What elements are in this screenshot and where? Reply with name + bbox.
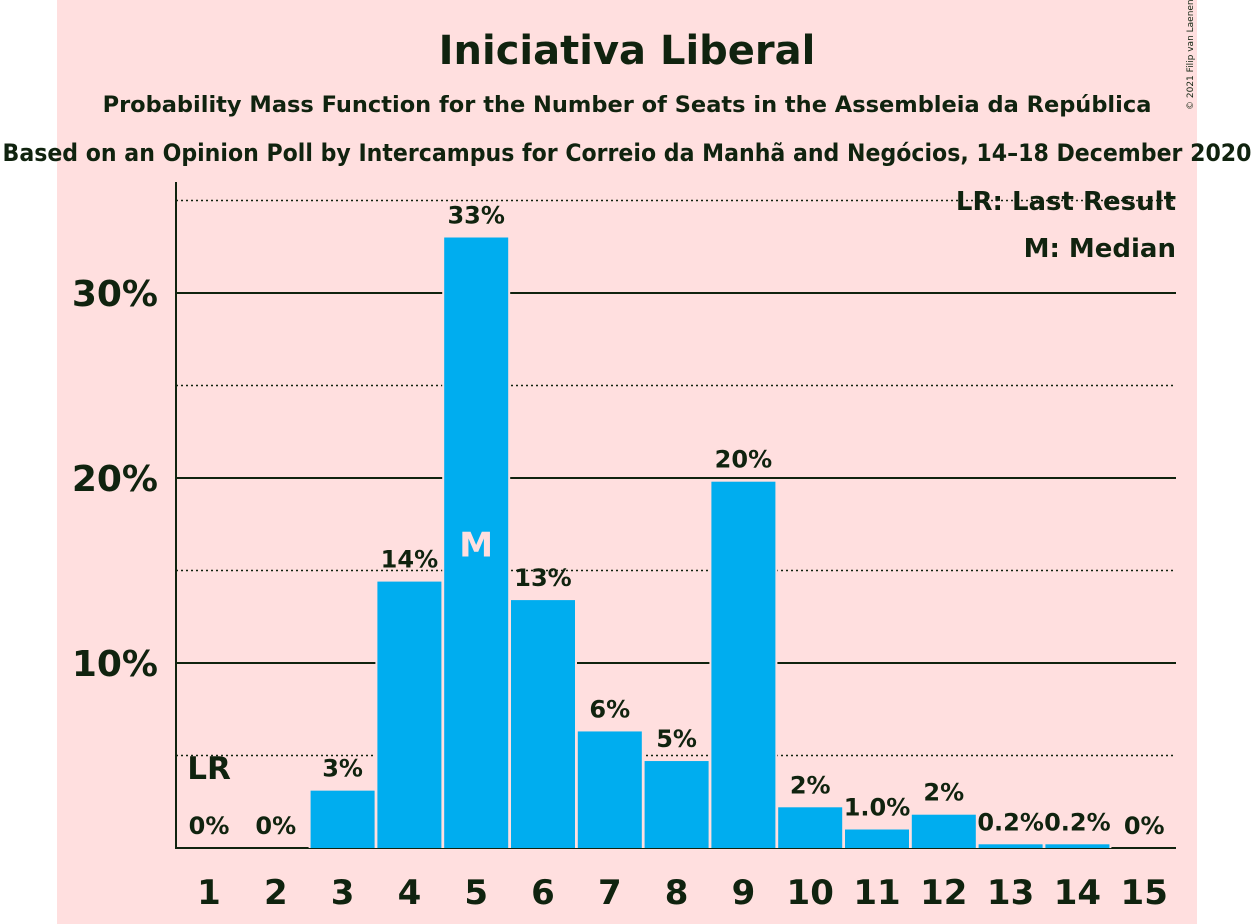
- x-tick-label: 8: [665, 873, 689, 913]
- legend-last-result: LR: Last Result: [956, 187, 1176, 217]
- median-marker: M: [459, 526, 493, 566]
- chart-title: Iniciativa Liberal: [439, 28, 816, 74]
- legend-median: M: Median: [1024, 234, 1176, 264]
- bar-8: [644, 761, 709, 848]
- x-tick-label: 1: [197, 873, 221, 913]
- y-tick-label: 20%: [72, 459, 158, 500]
- x-tick-label: 4: [398, 873, 422, 913]
- last-result-marker: LR: [187, 751, 231, 787]
- bar-10: [778, 807, 843, 848]
- bar-7: [577, 731, 642, 848]
- bar-13: [978, 844, 1043, 848]
- value-label: 33%: [447, 202, 504, 230]
- chart-labels: 10%20%30%10%LR20%33%414%533%M613%76%85%9…: [3, 0, 1252, 913]
- bar-3: [310, 790, 375, 848]
- x-tick-label: 7: [598, 873, 622, 913]
- bars: [308, 235, 1112, 848]
- x-tick-label: 14: [1054, 873, 1101, 913]
- x-tick-label: 10: [787, 873, 834, 913]
- x-tick-label: 5: [464, 873, 488, 913]
- value-label: 0%: [1124, 812, 1165, 840]
- value-label: 5%: [656, 725, 697, 753]
- value-label: 14%: [381, 546, 438, 574]
- x-tick-label: 2: [264, 873, 288, 913]
- bar-14: [1045, 844, 1110, 848]
- x-tick-label: 9: [732, 873, 756, 913]
- value-label: 6%: [589, 695, 630, 723]
- bar-6: [511, 600, 575, 848]
- bar-12: [911, 814, 976, 848]
- value-label: 3%: [322, 755, 363, 783]
- x-tick-label: 13: [987, 873, 1034, 913]
- chart-subtitle: Probability Mass Function for the Number…: [103, 92, 1152, 118]
- y-tick-label: 30%: [72, 274, 158, 315]
- value-label: 2%: [923, 779, 964, 807]
- bar-4: [377, 581, 442, 848]
- value-label: 1.0%: [844, 794, 911, 822]
- y-tick-label: 10%: [72, 644, 158, 685]
- x-tick-label: 15: [1121, 873, 1168, 913]
- value-label: 0.2%: [977, 808, 1044, 836]
- value-label: 20%: [715, 446, 772, 474]
- copyright-notice: © 2021 Filip van Laenen: [1186, 0, 1196, 110]
- x-tick-label: 3: [331, 873, 355, 913]
- value-label: 13%: [514, 564, 571, 592]
- value-label: 0.2%: [1044, 808, 1111, 836]
- x-tick-label: 11: [853, 873, 900, 913]
- x-tick-label: 12: [920, 873, 967, 913]
- value-label: 0%: [255, 812, 296, 840]
- chart-source: Based on an Opinion Poll by Intercampus …: [3, 139, 1252, 167]
- x-tick-label: 6: [531, 873, 555, 913]
- bar-11: [845, 829, 909, 848]
- value-label: 2%: [790, 771, 831, 799]
- bar-5: [444, 237, 509, 848]
- value-label: 0%: [189, 812, 230, 840]
- bar-9: [711, 481, 776, 848]
